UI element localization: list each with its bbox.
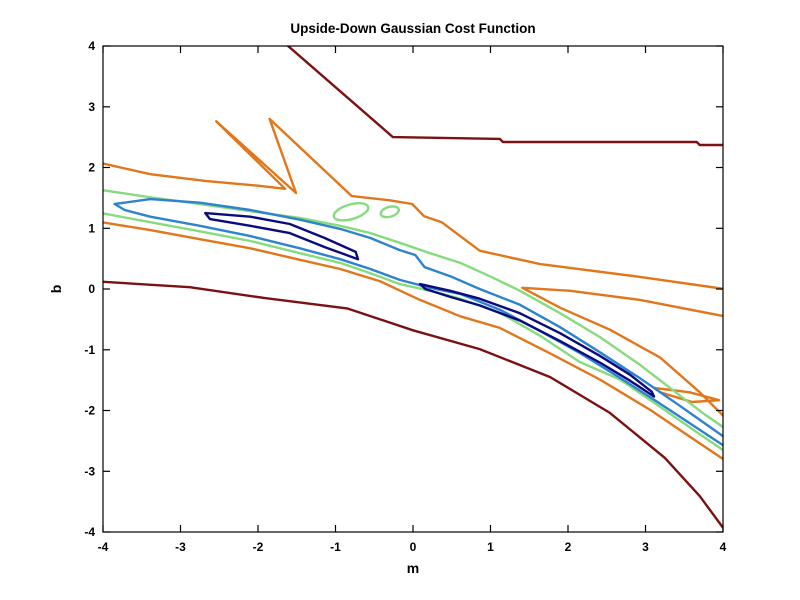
x-tick-label: -3	[175, 540, 186, 554]
contour-path-orange-right-fork	[521, 286, 723, 418]
y-tick-label: -3	[84, 464, 95, 478]
tick-marks-group	[102, 45, 724, 533]
y-tick-label: 1	[88, 221, 95, 235]
x-tick-label: 0	[410, 540, 417, 554]
x-tick-label: -2	[253, 540, 264, 554]
x-tick-label: 3	[642, 540, 649, 554]
y-tick-label: -1	[84, 343, 95, 357]
y-tick-label: 2	[88, 161, 95, 175]
x-tick-label: 1	[487, 540, 494, 554]
contour-path-navy-right-ellipse	[418, 282, 656, 398]
y-tick-label: 3	[88, 100, 95, 114]
page-title: Upside-Down Gaussian Cost Function	[290, 21, 536, 36]
y-tick-label: -2	[84, 404, 95, 418]
y-tick-label: -4	[84, 525, 95, 539]
contour-path-navy-left-ellipse	[204, 211, 360, 261]
x-tick-label: 4	[720, 540, 727, 554]
contour-path-green-band	[103, 189, 723, 452]
contour-path-maroon-upper	[286, 46, 723, 147]
x-tick-label: -4	[98, 540, 109, 554]
y-tick-label: 0	[88, 282, 95, 296]
x-tick-label: 2	[565, 540, 572, 554]
contour-path-orange-upper-spikes	[103, 117, 723, 290]
x-axis-label: m	[406, 560, 420, 576]
y-tick-label: 4	[88, 39, 95, 53]
tick-labels-group: -4 -3 -2 -1 0 1 2 3 4 -4 -3 -2 -1 0 1 2 3 4	[84, 39, 726, 554]
contour-ellipse-green-mini-ellipse-right	[379, 205, 401, 219]
contour-path-maroon-lower	[103, 280, 723, 530]
contour-path-orange-lower-band	[103, 221, 723, 461]
contour-path-blue-band	[113, 197, 723, 447]
contour-lines-group	[103, 46, 723, 530]
x-tick-label: -1	[330, 540, 341, 554]
y-axis-label: b	[48, 284, 64, 294]
contour-ellipse-green-mini-ellipse-left	[332, 202, 370, 222]
